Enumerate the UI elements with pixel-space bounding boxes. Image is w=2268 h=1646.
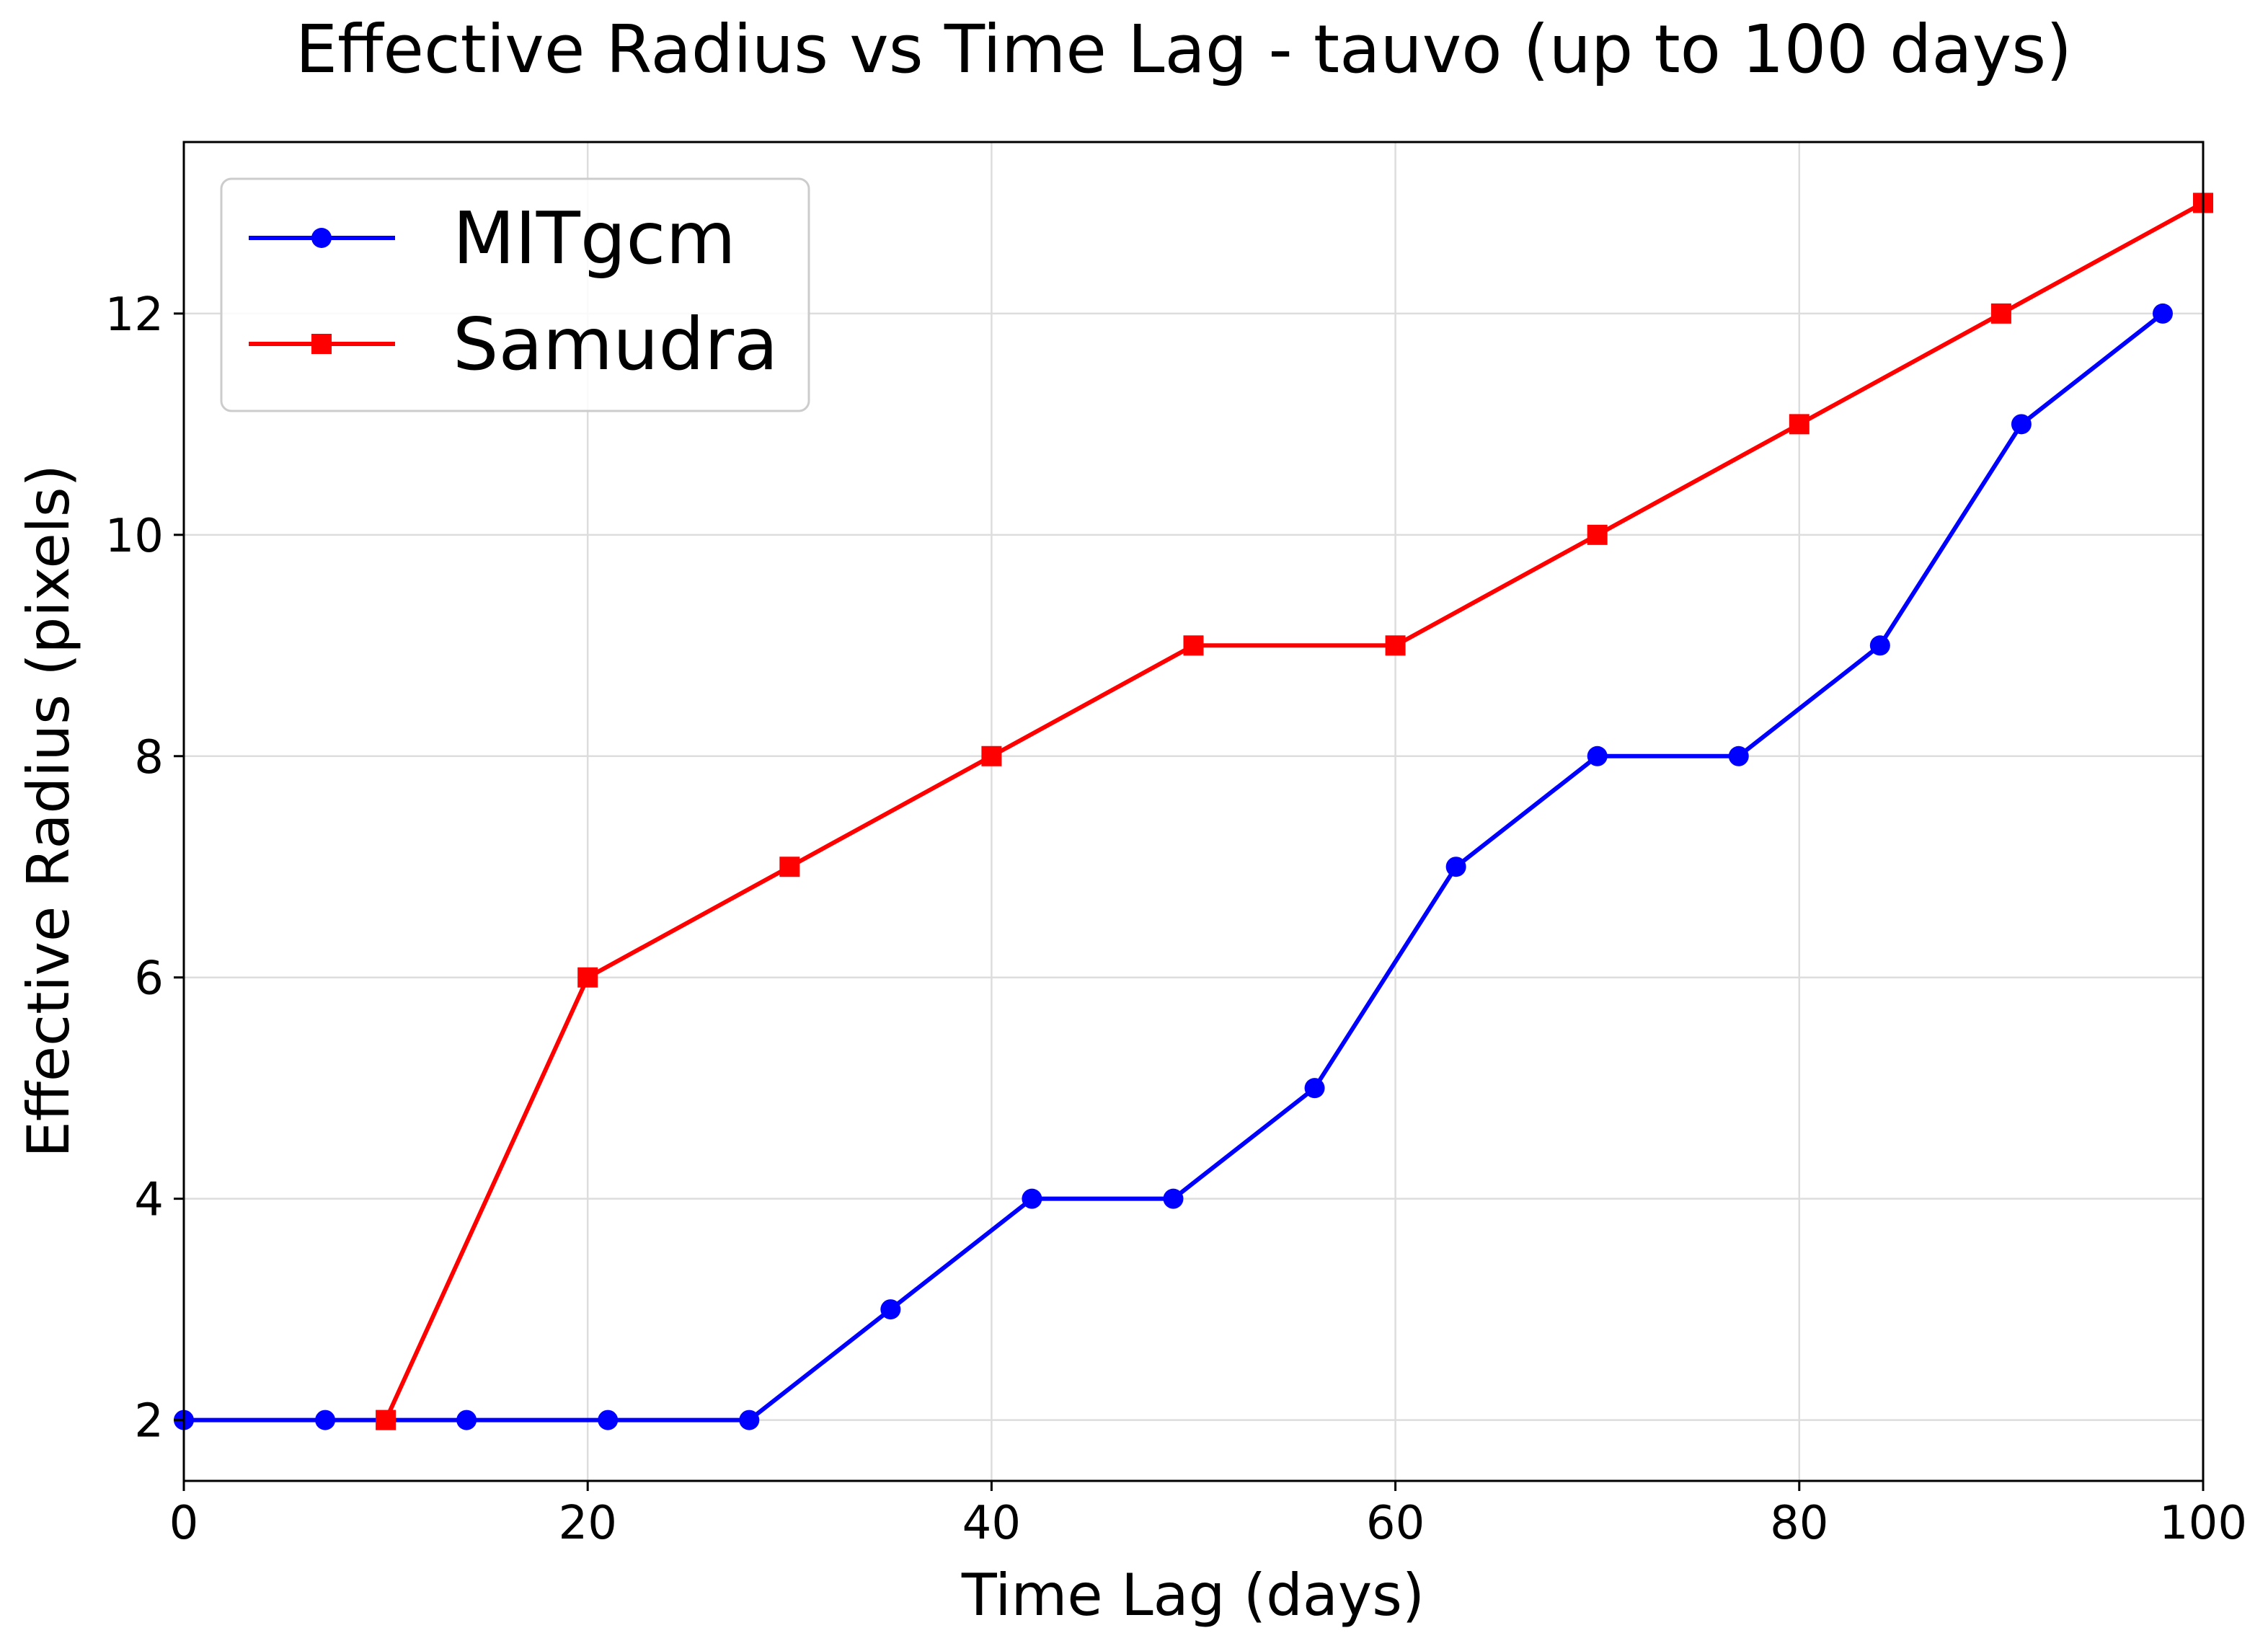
data-point-samudra [1183, 635, 1204, 656]
legend-entry-samudra: Samudra [249, 302, 778, 386]
chart-title: Effective Radius vs Time Lag - tauvo (up… [296, 11, 2072, 88]
data-point-mitgcm [1728, 745, 1749, 766]
series-line-mitgcm [184, 311, 2164, 1422]
x-tick-label: 80 [1770, 1497, 1828, 1550]
data-point-mitgcm [598, 1410, 619, 1430]
x-tick-label: 100 [2159, 1497, 2247, 1550]
data-point-mitgcm [1022, 1188, 1042, 1209]
y-tick-label: 6 [134, 952, 164, 1006]
y-tick-label: 10 [105, 510, 164, 563]
x-tick-label: 0 [169, 1497, 199, 1550]
y-tick-label: 8 [134, 731, 164, 784]
series-line-samudra [384, 200, 2205, 1421]
legend-entry-mitgcm: MITgcm [249, 196, 736, 280]
data-point-samudra [1990, 303, 2011, 324]
data-point-samudra [1385, 635, 1406, 656]
data-point-samudra [1789, 414, 1809, 435]
y-tick-label: 2 [134, 1395, 164, 1448]
plot-area-series [174, 193, 2213, 1430]
x-tick-label: 20 [558, 1497, 616, 1550]
data-point-mitgcm [2152, 303, 2173, 324]
data-point-mitgcm [1445, 857, 1466, 877]
data-point-mitgcm [315, 1410, 336, 1430]
y-tick-label: 12 [105, 288, 164, 342]
legend-marker-samudra [311, 334, 332, 354]
data-point-samudra [981, 745, 1002, 766]
series-samudra [376, 193, 2213, 1430]
data-point-mitgcm [1163, 1188, 1184, 1209]
legend-label-samudra: Samudra [453, 302, 778, 386]
data-point-samudra [779, 857, 800, 877]
axis-ticks: 0 20 40 60 80 100 2 4 6 8 10 12 [105, 288, 2248, 1550]
x-tick-label: 40 [962, 1497, 1021, 1550]
y-tick-label: 4 [134, 1174, 164, 1227]
legend-marker-mitgcm [311, 228, 332, 248]
data-point-mitgcm [1869, 635, 1890, 656]
data-point-mitgcm [880, 1299, 901, 1320]
legend-label-mitgcm: MITgcm [453, 196, 736, 280]
data-point-mitgcm [2011, 414, 2032, 435]
x-tick-label: 60 [1366, 1497, 1425, 1550]
data-point-samudra [1587, 524, 1608, 545]
x-axis-label: Time Lag (days) [961, 1562, 1425, 1629]
data-point-mitgcm [739, 1410, 760, 1430]
data-point-mitgcm [1304, 1078, 1325, 1099]
data-point-samudra [376, 1410, 397, 1430]
legend: MITgcm Samudra [220, 177, 810, 412]
y-axis-label: Effective Radius (pixels) [15, 464, 82, 1158]
data-point-mitgcm [456, 1410, 477, 1430]
series-mitgcm [174, 303, 2173, 1430]
data-point-mitgcm [1587, 745, 1608, 766]
data-point-samudra [577, 967, 598, 988]
plot-frame [182, 141, 2205, 1482]
